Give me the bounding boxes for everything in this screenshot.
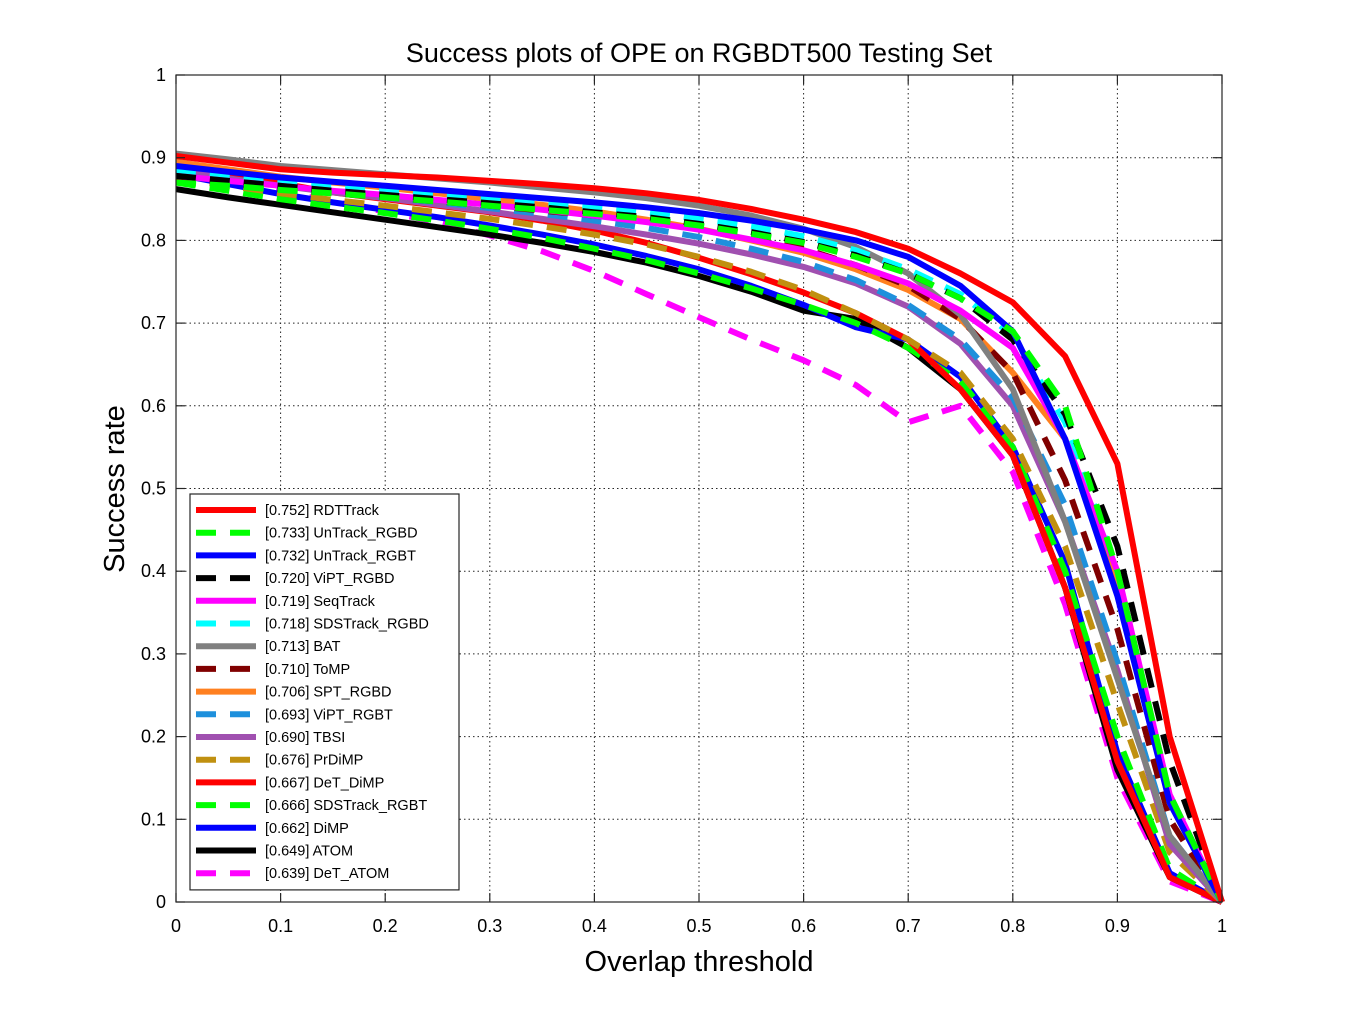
x-tick-label: 0.2 [373, 916, 398, 936]
legend-label: [0.666] SDSTrack_RGBT [265, 798, 427, 814]
legend-label: [0.693] ViPT_RGBT [265, 707, 393, 723]
series-line [175, 163, 1225, 904]
chart-title: Success plots of OPE on RGBDT500 Testing… [406, 38, 993, 68]
series-line [175, 171, 1224, 905]
legend-label: [0.719] SeqTrack [265, 594, 376, 610]
legend-label: [0.639] DeT_ATOM [265, 866, 389, 882]
y-tick-label: 0.7 [141, 313, 166, 333]
legend-label: [0.752] RDTTrack [265, 503, 380, 519]
legend-label: [0.718] SDSTrack_RGBD [265, 617, 429, 633]
y-axis-label: Success rate [99, 405, 131, 573]
legend-label: [0.676] PrDiMP [265, 753, 363, 769]
y-tick-label: 0.9 [141, 148, 166, 168]
x-tick-label: 0.5 [686, 916, 711, 936]
legend-label: [0.690] TBSI [265, 730, 345, 746]
y-tick-label: 0 [156, 892, 166, 912]
legend-label: [0.732] UnTrack_RGBT [265, 548, 416, 564]
x-tick-label: 0.9 [1105, 916, 1130, 936]
series-line [175, 179, 1224, 905]
legend-label: [0.706] SPT_RGBD [265, 685, 392, 701]
series-line [175, 153, 1225, 903]
x-tick-label: 0.6 [791, 916, 816, 936]
legend: [0.752] RDTTrack [0.733] UnTrack_RGBD [0.7… [189, 493, 460, 891]
y-tick-label: 0.6 [141, 396, 166, 416]
y-tick-label: 0.1 [141, 809, 166, 829]
x-tick-label: 0.7 [896, 916, 921, 936]
legend-label: [0.662] DiMP [265, 821, 349, 837]
y-tick-label: 0.4 [141, 561, 166, 581]
legend-label: [0.720] ViPT_RGBD [265, 571, 395, 587]
x-tick-label: 0.3 [477, 916, 502, 936]
y-tick-label: 1 [156, 65, 166, 85]
x-tick-label: 0.1 [268, 916, 293, 936]
y-tick-label: 0.5 [141, 479, 166, 499]
y-tick-label: 0.2 [141, 727, 166, 747]
series-line [175, 175, 1225, 905]
data-series [175, 150, 1225, 905]
y-tick-label: 0.8 [141, 230, 166, 250]
x-tick-label: 0 [171, 916, 181, 936]
y-tick-label: 0.3 [141, 644, 166, 664]
legend-label: [0.667] DeT_DiMP [265, 775, 384, 791]
series-line [175, 179, 1225, 904]
x-axis-label: Overlap threshold [585, 946, 814, 978]
legend-label: [0.733] UnTrack_RGBD [265, 526, 418, 542]
axis-ticks: 0 0.1 0.2 0.3 0.4 0.5 0.6 0.7 0.8 0.9 1 0 0.1 0.2 0.3 0… [141, 65, 1227, 936]
x-tick-label: 1 [1217, 916, 1227, 936]
legend-label: [0.710] ToMP [265, 662, 350, 678]
legend-label: [0.649] ATOM [265, 844, 353, 860]
legend-label: [0.713] BAT [265, 639, 341, 655]
x-tick-label: 0.8 [1000, 916, 1025, 936]
x-tick-label: 0.4 [582, 916, 607, 936]
